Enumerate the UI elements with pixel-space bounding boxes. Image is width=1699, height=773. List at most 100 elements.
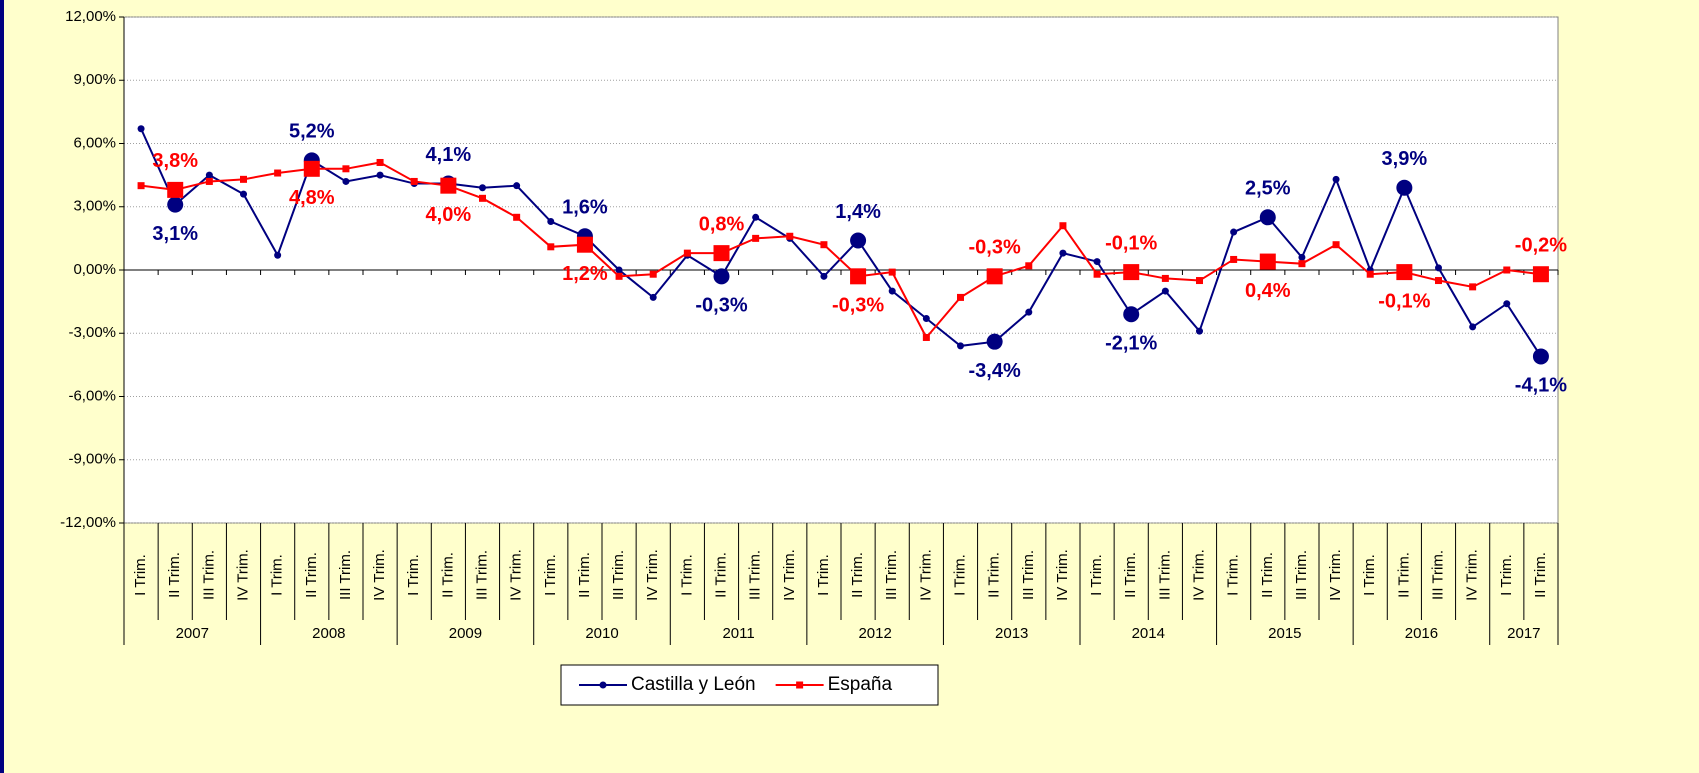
- marker: [167, 181, 184, 198]
- year-label: 2012: [858, 625, 891, 642]
- marker: [922, 333, 930, 341]
- marker: [1123, 264, 1140, 281]
- marker: [342, 177, 350, 185]
- year-label: 2007: [176, 625, 209, 642]
- marker: [1093, 258, 1101, 266]
- legend-label: España: [828, 674, 893, 695]
- value-label: -0,2%: [1515, 234, 1567, 256]
- marker: [1196, 327, 1203, 335]
- x-tick-label: IV Trim.: [371, 549, 388, 601]
- marker: [820, 241, 828, 249]
- x-tick-label: III Trim.: [200, 550, 217, 600]
- year-label: 2008: [312, 625, 345, 642]
- marker: [1123, 306, 1140, 323]
- year-label: 2009: [449, 625, 482, 642]
- x-tick-label: IV Trim.: [781, 549, 798, 601]
- value-label: -0,1%: [1105, 232, 1157, 254]
- year-label: 2015: [1268, 625, 1301, 642]
- marker: [240, 190, 247, 198]
- marker: [274, 251, 282, 259]
- value-label: 4,0%: [426, 204, 472, 226]
- x-tick-label: I Trim.: [405, 554, 422, 596]
- marker: [376, 158, 384, 166]
- value-label: 2,5%: [1245, 178, 1291, 200]
- y-tick-label: -6,00%: [68, 387, 116, 404]
- value-label: 1,2%: [562, 263, 608, 285]
- marker: [986, 333, 1003, 350]
- x-tick-label: I Trim.: [1225, 554, 1242, 596]
- x-tick-label: IV Trim.: [1054, 549, 1071, 601]
- marker: [922, 314, 930, 322]
- value-label: -0,1%: [1378, 290, 1430, 312]
- marker: [888, 268, 896, 276]
- marker: [986, 268, 1003, 285]
- x-tick-label: I Trim.: [815, 554, 832, 596]
- x-tick-label: III Trim.: [1020, 550, 1037, 600]
- x-tick-label: III Trim.: [337, 550, 354, 600]
- marker: [440, 177, 457, 194]
- marker: [576, 236, 593, 253]
- x-tick-label: IV Trim.: [1190, 549, 1207, 601]
- marker: [1503, 266, 1511, 274]
- marker: [513, 213, 521, 221]
- marker: [1469, 323, 1477, 331]
- marker: [547, 243, 555, 251]
- marker: [1259, 209, 1276, 226]
- legend-label: Castilla y León: [631, 674, 756, 695]
- x-tick-label: I Trim.: [269, 554, 286, 596]
- legend-marker: [599, 681, 607, 689]
- year-label: 2016: [1405, 625, 1438, 642]
- x-tick-label: III Trim.: [610, 550, 627, 600]
- x-tick-label: II Trim.: [712, 552, 729, 598]
- marker: [1230, 228, 1238, 236]
- x-tick-label: I Trim.: [678, 554, 695, 596]
- value-label: 0,4%: [1245, 280, 1291, 302]
- x-tick-label: IV Trim.: [1327, 549, 1344, 601]
- x-tick-label: I Trim.: [1088, 554, 1105, 596]
- year-label: 2011: [722, 625, 754, 642]
- value-label: -4,1%: [1515, 375, 1567, 397]
- marker: [1230, 255, 1238, 263]
- value-label: 3,9%: [1382, 148, 1428, 170]
- x-tick-label: IV Trim.: [1464, 549, 1481, 601]
- year-label: 2010: [585, 625, 618, 642]
- y-tick-label: 9,00%: [73, 71, 116, 88]
- x-tick-label: I Trim.: [1498, 554, 1515, 596]
- y-tick-label: -9,00%: [68, 451, 116, 468]
- y-tick-label: -3,00%: [68, 324, 116, 341]
- year-label: 2013: [995, 625, 1028, 642]
- marker: [1161, 274, 1169, 282]
- y-tick-label: 12,00%: [65, 8, 116, 25]
- x-tick-label: I Trim.: [1361, 554, 1378, 596]
- x-tick-label: IV Trim.: [234, 549, 251, 601]
- marker: [376, 171, 384, 179]
- x-tick-label: III Trim.: [473, 550, 490, 600]
- x-tick-label: II Trim.: [1532, 552, 1549, 598]
- value-label: 4,1%: [426, 144, 472, 166]
- value-label: 3,1%: [152, 223, 198, 245]
- marker: [167, 196, 184, 213]
- value-label: 3,8%: [152, 150, 198, 172]
- marker: [479, 194, 486, 202]
- value-label: -3,4%: [969, 360, 1021, 382]
- marker: [1025, 262, 1033, 270]
- marker: [615, 272, 623, 280]
- value-label: 1,6%: [562, 197, 608, 219]
- marker: [513, 182, 521, 190]
- marker: [1435, 277, 1442, 285]
- value-label: -0,3%: [969, 237, 1021, 259]
- x-tick-label: I Trim.: [542, 554, 559, 596]
- x-tick-label: III Trim.: [1293, 550, 1310, 600]
- value-label: -0,3%: [832, 295, 884, 317]
- x-tick-label: IV Trim.: [644, 549, 661, 601]
- value-label: -2,1%: [1105, 333, 1157, 355]
- marker: [1332, 175, 1340, 183]
- marker: [547, 218, 555, 226]
- marker: [850, 268, 867, 285]
- marker: [957, 293, 964, 301]
- x-tick-label: II Trim.: [1259, 552, 1276, 598]
- x-tick-label: II Trim.: [986, 552, 1003, 598]
- marker: [1332, 241, 1340, 249]
- x-tick-label: I Trim.: [132, 554, 149, 596]
- marker: [479, 184, 486, 192]
